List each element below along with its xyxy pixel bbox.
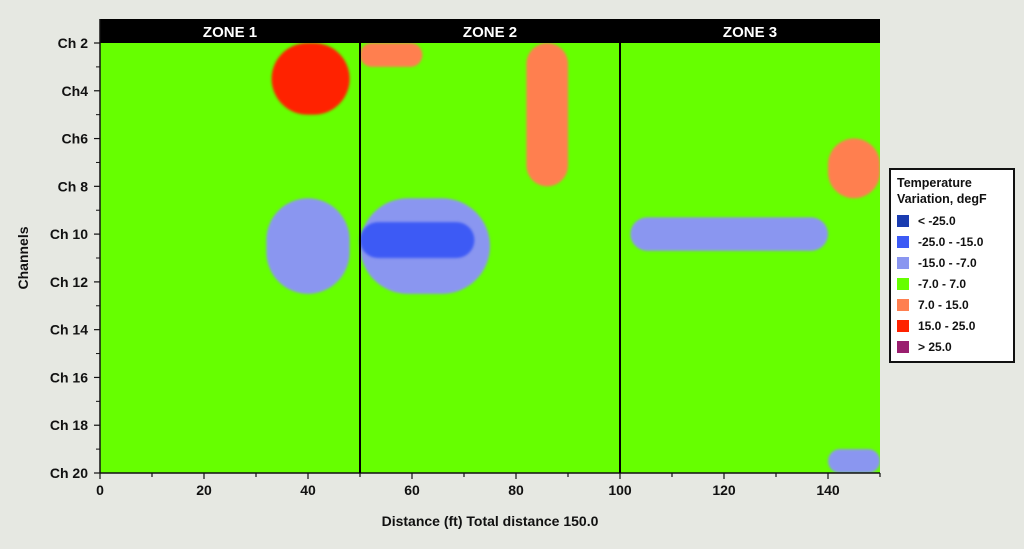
zone-markers: ZONE 1 ZONE 2 ZONE 3	[203, 19, 777, 473]
heatmap-region	[828, 449, 880, 473]
legend-item: > 25.0	[897, 336, 1007, 357]
legend-item: 7.0 - 15.0	[897, 294, 1007, 315]
heatmap-region	[828, 138, 880, 199]
legend-label: -15.0 - -7.0	[918, 255, 977, 270]
legend-swatch	[897, 298, 909, 311]
legend-entries: < -25.0 -25.0 - -15.0 -15.0 - -7.0 -7.0 …	[897, 210, 1007, 357]
y-tick-label: Ch4	[62, 83, 89, 99]
heatmap-region	[526, 43, 568, 187]
heatmap-region	[630, 217, 828, 251]
legend-item: -15.0 - -7.0	[897, 252, 1007, 273]
x-tick-label: 80	[508, 482, 524, 498]
zone-label: ZONE 2	[463, 24, 517, 41]
x-tick-label: 140	[816, 482, 840, 498]
heatmap-cells	[266, 43, 880, 473]
y-tick-label: Ch6	[62, 131, 89, 147]
x-tick-label: 0	[96, 482, 104, 498]
heatmap-region	[360, 43, 423, 67]
legend-swatch	[897, 340, 909, 353]
zone-label: ZONE 3	[723, 24, 777, 41]
axes: 0 20 40 60 80 100 120 140 Ch 2 Ch4 Ch6 Ch 8 Ch 10 Ch …	[50, 19, 881, 498]
legend-label: 15.0 - 25.0	[918, 318, 976, 333]
zone-header-bar	[100, 19, 880, 43]
y-tick-label: Ch 8	[58, 178, 89, 194]
y-tick-label: Ch 10	[50, 226, 88, 242]
y-tick-label: Ch 12	[50, 274, 88, 290]
y-tick-label: Ch 2	[58, 35, 89, 51]
y-tick-label: Ch 14	[50, 322, 88, 338]
legend-label: > 25.0	[918, 339, 952, 354]
x-tick-label: 20	[196, 482, 212, 498]
legend-swatch	[897, 256, 909, 269]
plot-background	[100, 43, 880, 473]
x-axis-title: Distance (ft) Total distance 150.0	[382, 513, 599, 529]
x-tick-label: 120	[712, 482, 736, 498]
y-axis-title: Channels	[15, 226, 31, 289]
legend-title-line-1: Temperature	[897, 176, 972, 190]
legend-swatch	[897, 319, 909, 332]
legend-item: -7.0 - 7.0	[897, 273, 1007, 294]
legend-swatch	[897, 214, 909, 227]
legend-label: 7.0 - 15.0	[918, 297, 969, 312]
legend-label: -25.0 - -15.0	[918, 234, 984, 249]
x-tick-label: 60	[404, 482, 420, 498]
legend-swatch	[897, 277, 909, 290]
y-tick-label: Ch 16	[50, 369, 88, 385]
legend-item: 15.0 - 25.0	[897, 315, 1007, 336]
legend-item: < -25.0	[897, 210, 1007, 231]
y-tick-label: Ch 20	[50, 465, 88, 481]
legend-label: -7.0 - 7.0	[918, 276, 967, 291]
heatmap-region	[271, 43, 350, 115]
legend-item: -25.0 - -15.0	[897, 231, 1007, 252]
zone-label: ZONE 1	[203, 24, 257, 41]
legend-title: Temperature Variation, degF	[897, 175, 1007, 207]
legend: Temperature Variation, degF < -25.0 -25.…	[889, 168, 1015, 363]
heatmap-region	[360, 222, 475, 258]
x-tick-label: 100	[608, 482, 632, 498]
legend-title-line-2: Variation, degF	[897, 192, 987, 206]
x-tick-label: 40	[300, 482, 316, 498]
legend-label: < -25.0	[918, 213, 956, 228]
y-tick-label: Ch 18	[50, 417, 88, 433]
legend-swatch	[897, 235, 909, 248]
heatmap-region	[266, 198, 350, 294]
